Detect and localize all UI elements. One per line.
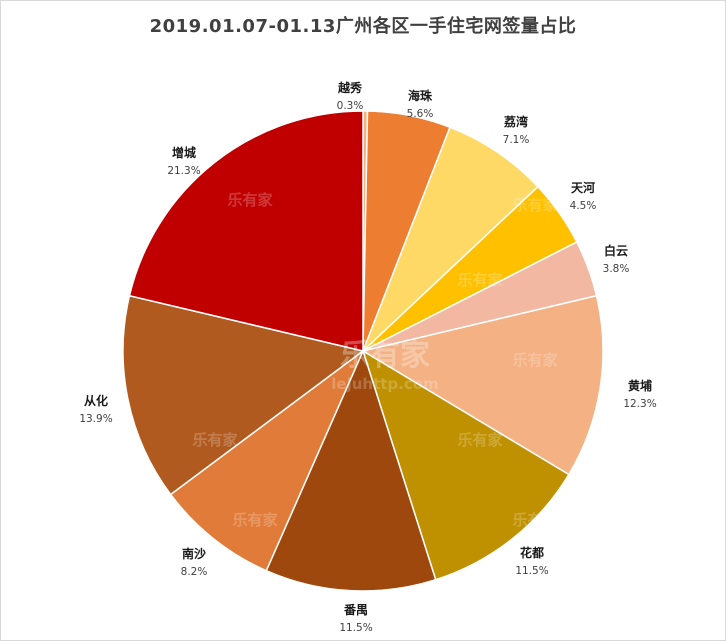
slice-label: 番禺	[343, 602, 368, 617]
watermark-site-center: lejuhttp.com	[331, 375, 438, 393]
slice-value-label: 7.1%	[503, 134, 530, 146]
slice-value-label: 13.9%	[79, 413, 112, 425]
slice-value-label: 11.5%	[339, 622, 372, 634]
pie-slice-7	[361, 349, 570, 581]
watermark-brand: 乐有家	[512, 511, 557, 529]
slice-label: 南沙	[182, 546, 206, 561]
slice-value-label: 5.6%	[407, 108, 434, 120]
pie-slice-9	[169, 348, 365, 572]
watermark-brand: 乐有家	[512, 351, 557, 369]
slice-value-label: 11.5%	[515, 565, 548, 577]
slice-label: 花都	[520, 545, 544, 560]
slice-label: 增城	[172, 145, 196, 160]
slice-label: 越秀	[337, 80, 363, 95]
watermark-brand: 乐有家	[512, 196, 557, 214]
slice-label: 荔湾	[503, 114, 528, 129]
pie-slice-3	[362, 126, 540, 352]
slice-value-label: 21.3%	[167, 165, 200, 177]
slice-value-label: 3.8%	[603, 263, 630, 275]
watermark-brand-center: 乐有家	[340, 338, 430, 373]
slice-value-label: 8.2%	[181, 566, 208, 578]
chart-title: 2019.01.07-01.13广州各区一手住宅网签量占比	[149, 16, 577, 37]
watermark-brand: 乐有家	[192, 431, 237, 449]
watermark-brand: 乐有家	[232, 511, 277, 529]
slice-label: 黄埔	[628, 378, 652, 393]
pie-slice-11	[128, 110, 364, 352]
slice-value-label: 0.3%	[337, 100, 364, 112]
slice-label: 海珠	[408, 88, 433, 103]
pie-slice-6	[361, 294, 604, 476]
watermark-brand: 乐有家	[457, 271, 502, 289]
slice-label: 天河	[571, 180, 595, 195]
watermark-layer: 乐有家 lejuhttp.com 乐有家 乐有家 乐有家 乐有家 乐有家 乐有家…	[192, 191, 557, 529]
slice-label: 白云	[604, 243, 628, 258]
pie-slice-8	[265, 348, 437, 592]
watermark-brand: 乐有家	[457, 431, 502, 449]
watermark-brand: 乐有家	[227, 191, 272, 209]
slice-label: 从化	[84, 393, 108, 408]
slice-value-label: 4.5%	[570, 200, 597, 212]
pie-slice-10	[122, 294, 365, 496]
slice-value-label: 12.3%	[623, 398, 656, 410]
